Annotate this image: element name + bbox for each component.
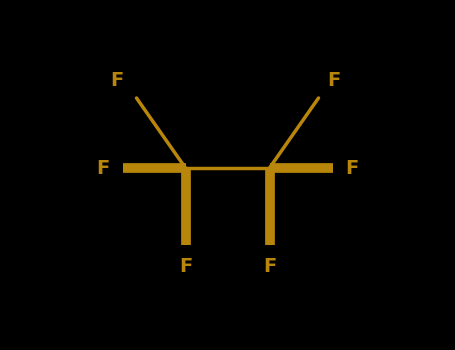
Text: F: F	[111, 71, 124, 90]
Text: F: F	[179, 257, 192, 275]
Text: F: F	[345, 159, 359, 177]
Text: F: F	[263, 257, 276, 275]
Text: F: F	[328, 71, 341, 90]
Text: F: F	[96, 159, 110, 177]
